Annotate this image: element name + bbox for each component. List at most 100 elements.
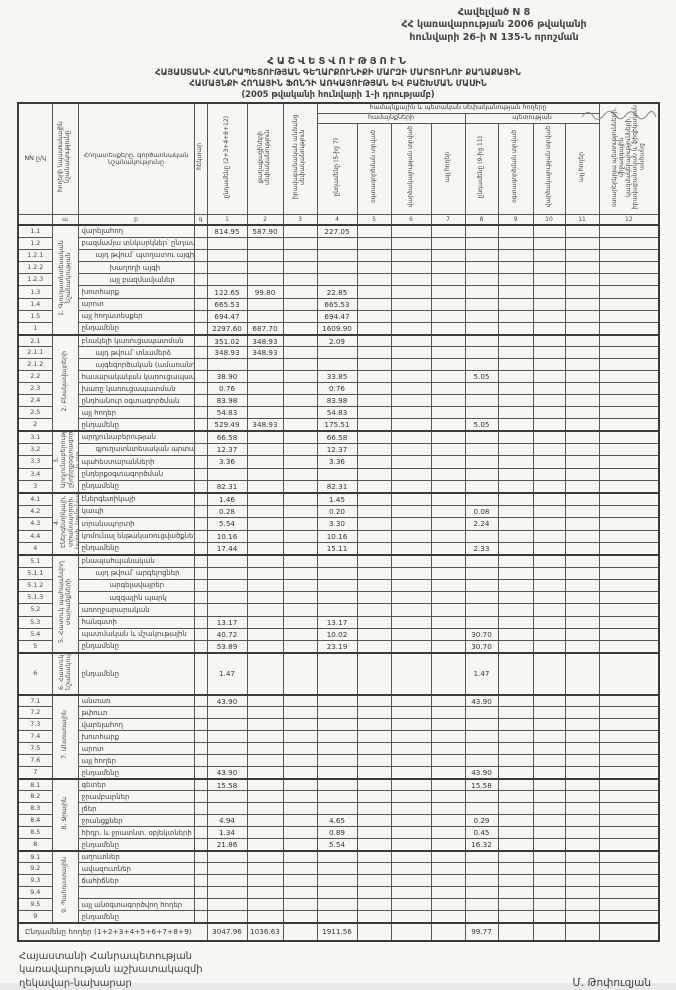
table-row: 7.5 արոտ [17,742,660,756]
value-cell [246,479,284,494]
value-cell [598,223,660,238]
table-row: 4.1 4. Էներգետիկայի, տրանսպորտի, կապի, կո… [17,491,660,556]
value-cell [282,223,318,238]
column-letter: գ [193,213,208,226]
value-cell [430,260,466,275]
value-cell [430,309,466,324]
row-number: 4.3 [17,517,53,531]
value-cell [356,479,392,494]
value-cell [598,442,660,457]
row-number: 3 [17,479,53,494]
value-cell [316,236,358,250]
row-number: 1.4 [17,297,53,311]
column-number: 6 [390,213,432,226]
row-label: ընդերքօգտագործման [77,467,195,481]
table-header: NN ը/կ հողերի նպատակային նշանակությունը … [17,102,660,226]
value-cell [246,802,284,816]
value-cell [430,370,466,384]
unit-cell [193,223,208,238]
row-number: 5.2 [17,603,53,617]
value-cell [356,838,392,852]
value-cell: 694.47 [206,309,248,324]
value-cell [390,553,432,568]
value-cell [246,693,284,708]
value-cell [464,358,499,372]
value-cell [497,706,534,720]
category-cell: 2. Բնակավայրերի [51,333,79,432]
value-cell [246,566,284,580]
value-cell [206,706,248,720]
value-cell [564,285,600,299]
row-number: 3.3 [17,455,53,469]
table-row: 5.1 5. Հատուկ պահպանվող տարածքների բնապահպ… [17,553,660,654]
value-cell [246,529,284,543]
row-number: 2.1.1 [17,346,53,360]
value-cell [246,651,284,696]
value-cell [598,394,660,408]
row-number: 9.5 [17,898,53,912]
header-col-11-label: այլ հողեր [577,151,585,182]
value-cell [316,248,358,263]
value-cell: 0.76 [206,382,248,396]
header-col-6-label: վարձակալության տրված [406,126,414,208]
row-label: ջրամբարներ [77,790,195,804]
value-cell [430,578,466,593]
value-cell [206,790,248,804]
value-cell [430,346,466,360]
table-row: 1.3 խոտհարք 122.65 99.80 22.85 [17,285,660,299]
value-cell [390,802,432,816]
column-letter: ա [51,213,79,226]
value-cell [598,838,660,852]
value-cell [246,455,284,469]
value-cell [390,730,432,744]
value-cell [497,766,534,780]
value-cell [356,491,392,506]
value-cell [390,591,432,605]
value-cell [282,651,318,696]
value-cell: 15.58 [206,777,248,792]
value-cell [246,814,284,828]
value-cell [464,479,499,494]
value-cell [206,467,248,481]
value-cell [356,874,392,888]
value-cell [532,693,566,708]
row-number: 5.4 [17,627,53,642]
value-cell [497,248,534,263]
value-cell [282,826,318,840]
value-cell [206,248,248,263]
header-nn: NN ը/կ [17,102,53,215]
row-number: 1.2.3 [17,273,53,287]
category-label: 6. Հատուկ նշանակության [57,652,72,690]
value-cell [532,826,566,840]
unit-cell [193,346,208,360]
value-cell [282,455,318,469]
value-cell: 1.47 [206,651,248,696]
value-cell [598,615,660,629]
value-cell [390,849,432,864]
value-cell [532,651,566,696]
value-cell [356,553,392,568]
value-cell [532,309,566,324]
value-cell [598,491,660,506]
value-cell [598,591,660,605]
unit-cell [193,814,208,828]
value-cell [464,406,499,420]
row-number: 5.1 [17,553,53,568]
header-col-7-label: այլ հողեր [443,151,451,182]
value-cell [564,651,600,696]
value-cell [246,553,284,568]
value-cell [532,603,566,617]
value-cell [564,826,600,840]
value-cell [430,504,466,519]
unit-cell [193,442,208,457]
value-cell [430,898,466,912]
column-number: 7 [430,213,466,226]
unit-cell [193,491,208,506]
value-cell [497,309,534,324]
value-cell [246,297,284,311]
unit-cell [193,260,208,275]
value-cell [356,627,392,642]
row-number: 5.1.1 [17,566,53,580]
value-cell [316,802,358,816]
value-cell [356,754,392,768]
